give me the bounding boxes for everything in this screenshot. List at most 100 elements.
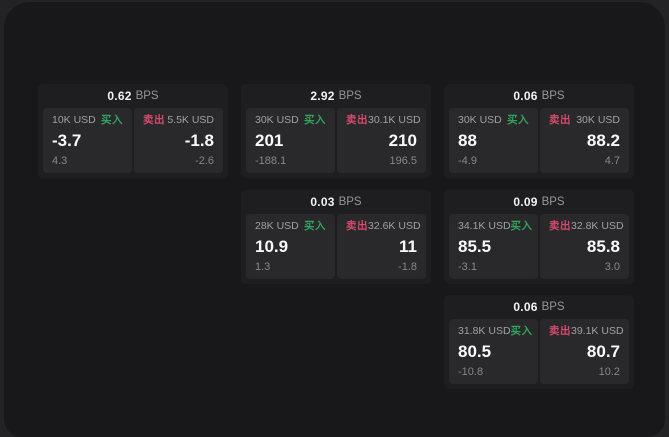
buy-volume: 34.1K USD [458,220,511,232]
quote-card: 0.03 BPS 28K USD 买入 10.9 1.3 卖出 32.6K US… [241,190,431,284]
quote-panes: 28K USD 买入 10.9 1.3 卖出 32.6K USD 11 -1.8 [241,214,431,284]
buy-tag: 买入 [510,220,533,232]
sell-price: -1.8 [184,130,214,150]
buy-pane-header: 31.8K USD 买入 [458,325,532,337]
sell-pane[interactable]: 卖出 30.1K USD 210 196.5 [337,108,426,173]
buy-pane[interactable]: 28K USD 买入 10.9 1.3 [246,214,335,279]
bps-value: 0.03 [310,195,335,209]
bps-unit-label: BPS [135,90,159,102]
sell-tag: 卖出 [549,220,571,232]
sell-volume: 30.1K USD [368,114,421,126]
bps-header: 0.09 BPS [444,190,634,214]
sell-pane[interactable]: 卖出 5.5K USD -1.8 -2.6 [134,108,223,173]
buy-volume: 30K USD [255,114,299,126]
sell-pane[interactable]: 卖出 39.1K USD 80.7 10.2 [540,319,629,384]
sell-delta: -1.8 [398,261,417,273]
buy-price: 85.5 [458,236,492,256]
buy-delta: -3.1 [458,261,477,273]
sell-tag: 卖出 [346,114,368,126]
bps-value: 0.06 [513,300,538,314]
bps-unit-label: BPS [541,196,565,208]
buy-delta: -188.1 [255,155,287,167]
sell-pane[interactable]: 卖出 32.6K USD 11 -1.8 [337,214,426,279]
quote-card: 0.09 BPS 34.1K USD 买入 85.5 -3.1 卖出 32.8K… [444,190,634,284]
buy-pane-header: 28K USD 买入 [255,220,326,232]
buy-pane[interactable]: 31.8K USD 买入 80.5 -10.8 [449,319,538,384]
buy-pane-header: 10K USD 买入 [52,114,123,126]
sell-delta: 10.2 [598,366,620,378]
buy-price: 10.9 [255,236,289,256]
buy-volume: 31.8K USD [458,325,511,337]
bps-header: 0.06 BPS [444,84,634,108]
buy-pane-header: 30K USD 买入 [458,114,529,126]
sell-volume: 32.8K USD [571,220,624,232]
sell-volume: 30K USD [576,114,620,126]
quote-card: 0.06 BPS 30K USD 买入 88 -4.9 卖出 30K USD 8… [444,84,634,178]
sell-pane-header: 卖出 30K USD [549,114,620,126]
sell-delta: 196.5 [389,155,417,167]
buy-pane[interactable]: 34.1K USD 买入 85.5 -3.1 [449,214,538,279]
sell-volume: 32.6K USD [368,220,421,232]
quote-card: 0.06 BPS 31.8K USD 买入 80.5 -10.8 卖出 39.1… [444,295,634,389]
sell-pane[interactable]: 卖出 30K USD 88.2 4.7 [540,108,629,173]
quote-panes: 10K USD 买入 -3.7 4.3 卖出 5.5K USD -1.8 -2.… [38,108,228,178]
bps-unit-label: BPS [338,90,362,102]
bps-header: 0.62 BPS [38,84,228,108]
sell-delta: 3.0 [604,261,620,273]
buy-pane-header: 30K USD 买入 [255,114,326,126]
sell-volume: 39.1K USD [571,325,624,337]
bps-header: 0.03 BPS [241,190,431,214]
bps-unit-label: BPS [338,196,362,208]
buy-pane[interactable]: 30K USD 买入 201 -188.1 [246,108,335,173]
quote-card: 0.62 BPS 10K USD 买入 -3.7 4.3 卖出 5.5K USD… [38,84,228,178]
bps-value: 0.09 [513,195,538,209]
buy-delta: 4.3 [52,155,68,167]
buy-price: 88 [458,130,477,150]
buy-price: 80.5 [458,341,492,361]
sell-pane-header: 卖出 32.6K USD [346,220,421,232]
sell-tag: 卖出 [549,325,571,337]
bps-value: 0.06 [513,89,538,103]
buy-delta: -4.9 [458,155,477,167]
buy-tag: 买入 [101,114,123,126]
buy-pane[interactable]: 30K USD 买入 88 -4.9 [449,108,538,173]
buy-pane[interactable]: 10K USD 买入 -3.7 4.3 [43,108,132,173]
buy-volume: 30K USD [458,114,502,126]
sell-pane-header: 卖出 5.5K USD [143,114,214,126]
sell-price: 210 [388,130,417,150]
sell-pane[interactable]: 卖出 32.8K USD 85.8 3.0 [540,214,629,279]
buy-pane-header: 34.1K USD 买入 [458,220,532,232]
sell-price: 85.8 [586,236,620,256]
quote-panes: 30K USD 买入 88 -4.9 卖出 30K USD 88.2 4.7 [444,108,634,178]
bps-value: 2.92 [310,89,335,103]
buy-delta: -10.8 [458,366,484,378]
buy-volume: 28K USD [255,220,299,232]
quote-panes: 34.1K USD 买入 85.5 -3.1 卖出 32.8K USD 85.8… [444,214,634,284]
quote-card: 2.92 BPS 30K USD 买入 201 -188.1 卖出 30.1K … [241,84,431,178]
sell-pane-header: 卖出 32.8K USD [549,220,624,232]
sell-tag: 卖出 [346,220,368,232]
buy-tag: 买入 [510,325,533,337]
sell-price: 11 [399,236,417,256]
sell-pane-header: 卖出 30.1K USD [346,114,421,126]
bps-value: 0.62 [107,89,132,103]
bps-header: 0.06 BPS [444,295,634,319]
buy-price: -3.7 [52,130,82,150]
sell-volume: 5.5K USD [167,114,214,126]
sell-price: 88.2 [586,130,620,150]
buy-volume: 10K USD [52,114,96,126]
sell-tag: 卖出 [549,114,571,126]
app-window: 0.62 BPS 10K USD 买入 -3.7 4.3 卖出 5.5K USD… [4,2,665,437]
buy-tag: 买入 [304,220,326,232]
sell-delta: 4.7 [604,155,620,167]
buy-delta: 1.3 [255,261,271,273]
quote-panes: 31.8K USD 买入 80.5 -10.8 卖出 39.1K USD 80.… [444,319,634,389]
bps-unit-label: BPS [541,90,565,102]
sell-delta: -2.6 [195,155,214,167]
buy-tag: 买入 [507,114,529,126]
sell-tag: 卖出 [143,114,165,126]
quote-panes: 30K USD 买入 201 -188.1 卖出 30.1K USD 210 1… [241,108,431,178]
buy-price: 201 [255,130,284,150]
bps-unit-label: BPS [541,301,565,313]
buy-tag: 买入 [304,114,326,126]
